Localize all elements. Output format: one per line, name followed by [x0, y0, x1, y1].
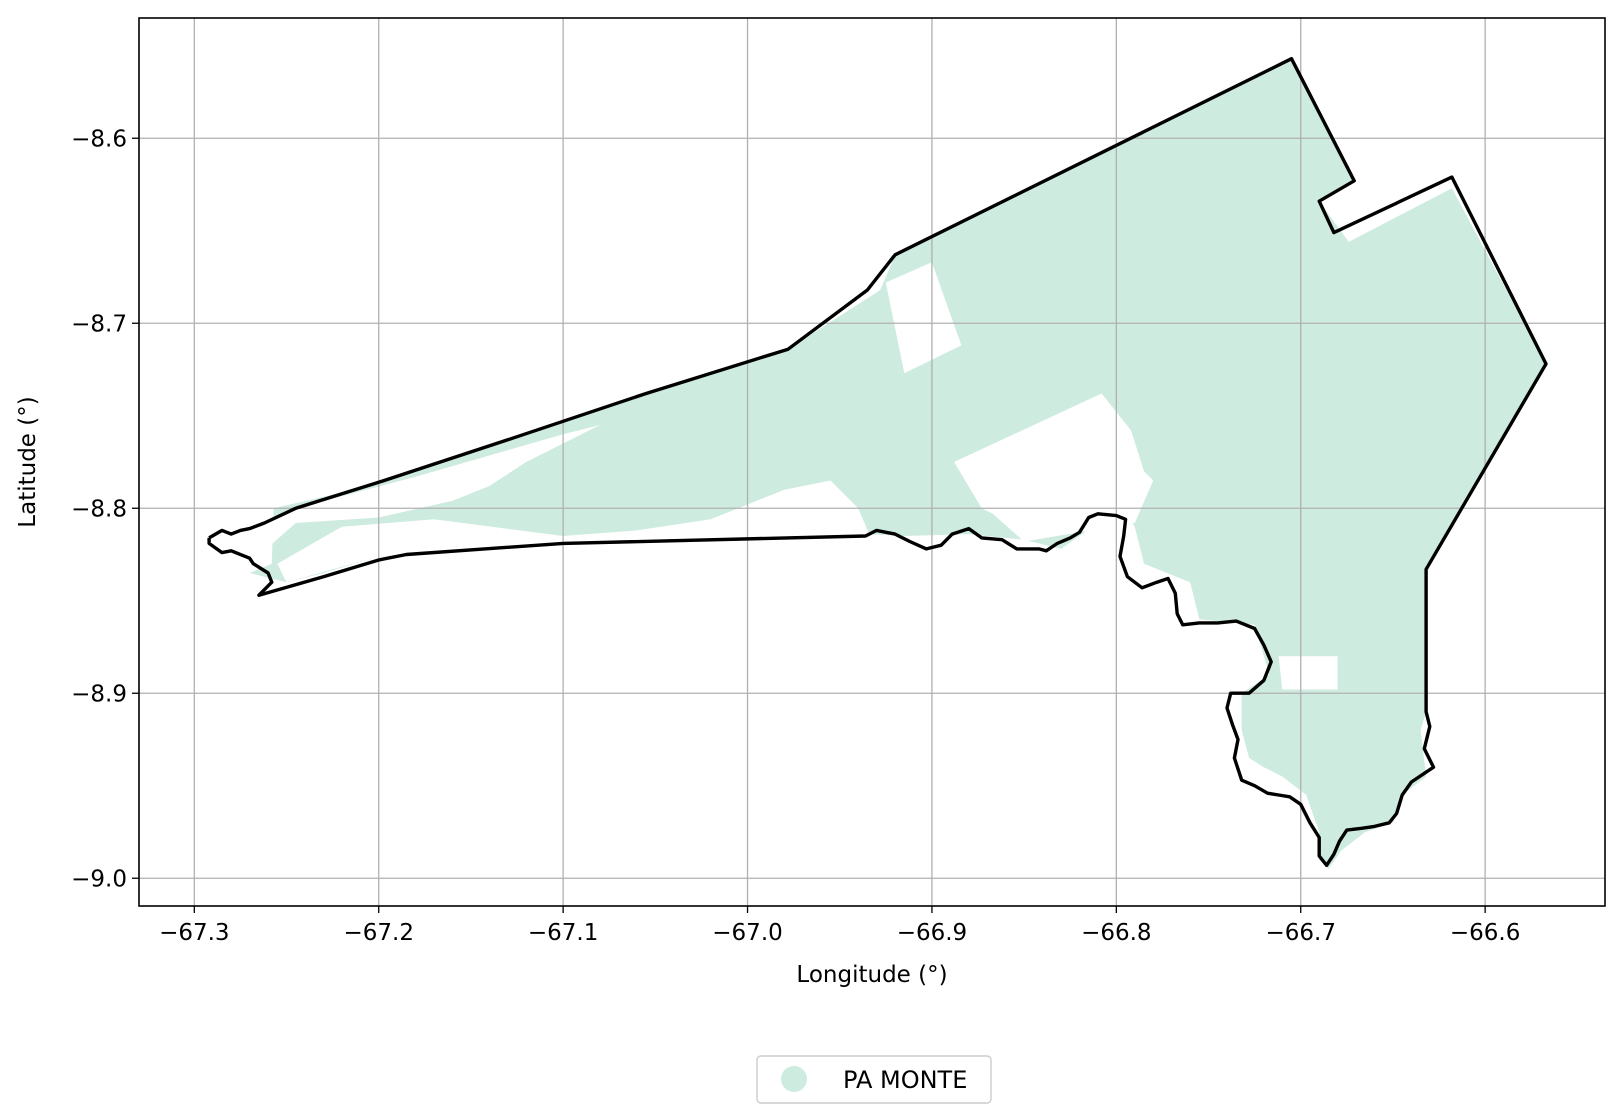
area-gap-1 — [212, 425, 601, 564]
x-axis-title: Longitude (°) — [796, 962, 947, 988]
x-tick-label: −66.9 — [897, 920, 967, 946]
legend: PA MONTE — [756, 1055, 992, 1104]
x-tick-label: −67.1 — [528, 920, 598, 946]
area-gap-4 — [954, 393, 1154, 542]
plot-area — [139, 18, 1605, 906]
boundary-outline — [207, 57, 1548, 867]
area-gap-2 — [277, 480, 870, 583]
tick-marks: −67.3 −67.2 −67.1 −67.0 −66.9 −66.8 −66.7 −66.6… — [71, 126, 1520, 946]
area-gap-5 — [1278, 656, 1338, 690]
x-tick-label: −66.7 — [1265, 920, 1335, 946]
x-tick-label: −67.0 — [712, 920, 782, 946]
area-fill-group — [212, 58, 1547, 869]
legend-label-pa-monte: PA MONTE — [843, 1066, 967, 1094]
x-tick-label: −67.2 — [343, 920, 413, 946]
y-tick-label: −9.0 — [71, 866, 127, 892]
area-fill-pa-monte — [249, 58, 1547, 869]
legend-marker-pa-monte — [781, 1066, 807, 1092]
y-tick-label: −8.8 — [71, 496, 127, 522]
legend-box — [756, 1055, 992, 1104]
x-tick-label: −66.6 — [1450, 920, 1520, 946]
y-axis-title: Latitude (°) — [15, 396, 41, 527]
axes-frame — [138, 17, 1606, 907]
y-tick-label: −8.7 — [71, 311, 127, 337]
y-tick-label: −8.6 — [71, 126, 127, 152]
gridlines — [139, 18, 1605, 906]
area-gap-3 — [885, 262, 962, 374]
y-tick-label: −8.9 — [71, 681, 127, 707]
x-tick-label: −66.8 — [1081, 920, 1151, 946]
x-tick-label: −67.3 — [159, 920, 229, 946]
